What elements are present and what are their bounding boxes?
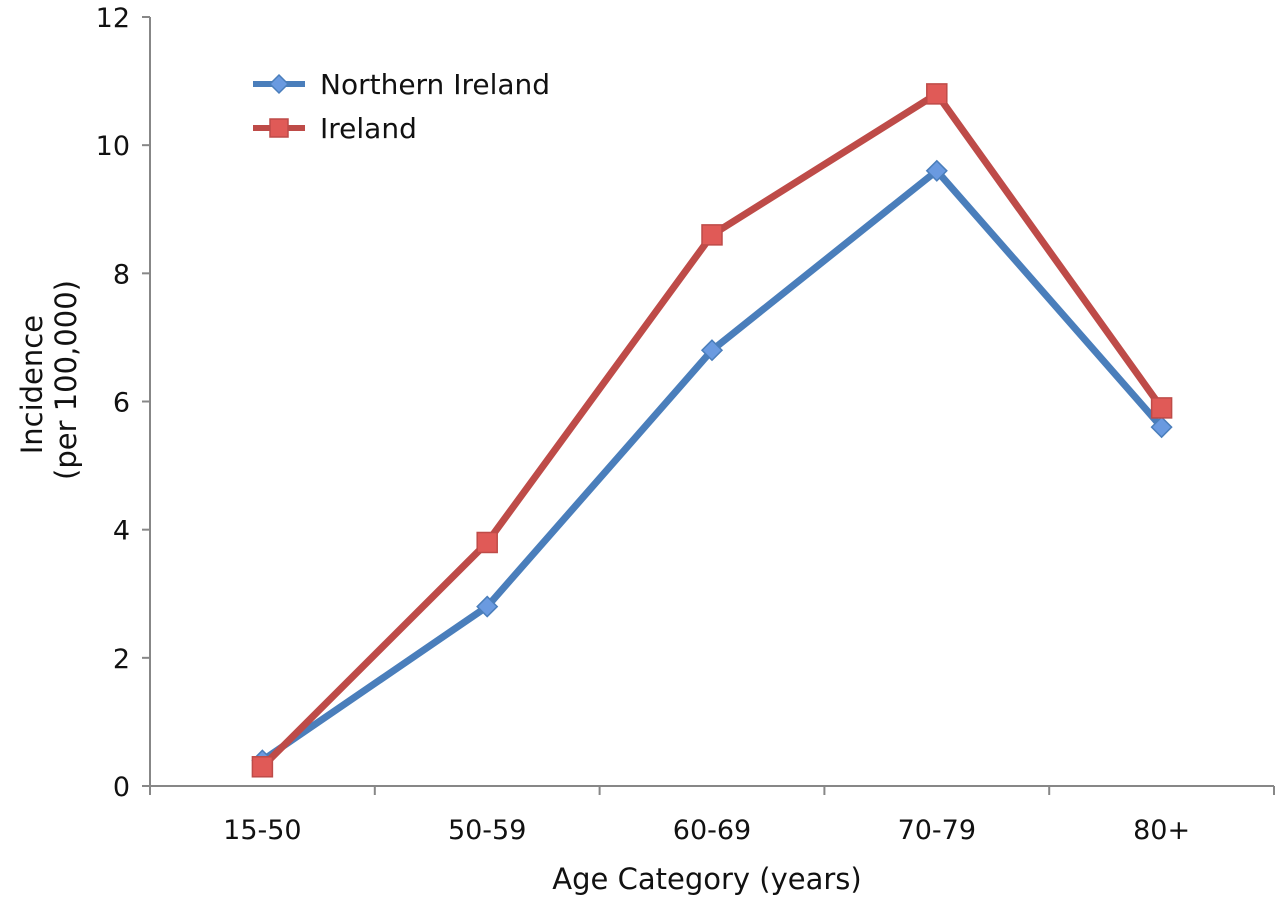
data-point-northern-ireland	[925, 159, 948, 182]
y-tick-label: 4	[113, 516, 130, 547]
series-ireland	[251, 83, 1173, 778]
legend-label-northern-ireland: Northern Ireland	[320, 68, 550, 101]
x-axis-ticks: 15-50 50-59 60-69 70-79 80+	[149, 786, 1275, 846]
data-point-ireland	[926, 83, 948, 105]
data-point-northern-ireland	[1150, 416, 1173, 439]
y-tick-label: 12	[96, 3, 130, 34]
series-layer	[251, 83, 1173, 778]
data-point-ireland	[251, 756, 274, 778]
axes	[149, 17, 1274, 787]
legend-label-ireland: Ireland	[320, 112, 417, 145]
legend-item-ireland: Ireland	[253, 112, 417, 145]
y-tick-label: 10	[96, 131, 130, 162]
y-axis-title-line-2: (per 100,000)	[49, 280, 83, 480]
y-tick-label: 8	[113, 259, 130, 290]
legend-marker-ireland	[269, 118, 289, 138]
data-point-ireland	[476, 531, 498, 554]
data-point-northern-ireland	[700, 339, 724, 362]
y-tick-label: 6	[113, 388, 130, 419]
y-axis-ticks: 0 2 4 6 8 10 12	[96, 3, 150, 803]
x-axis-title: Age Category (years)	[552, 862, 861, 896]
data-point-northern-ireland	[476, 595, 499, 618]
y-axis-title-line-1: Incidence	[15, 315, 49, 454]
legend-item-northern-ireland: Northern Ireland	[253, 68, 550, 101]
y-tick-label: 0	[113, 772, 130, 803]
data-point-ireland	[1150, 397, 1173, 419]
y-tick-label: 2	[113, 644, 130, 675]
y-axis-title: Incidence (per 100,000)	[15, 280, 83, 480]
x-tick-label: 15-50	[223, 815, 301, 846]
series-northern-ireland	[251, 159, 1173, 772]
x-tick-label: 60-69	[673, 815, 751, 846]
legend-marker-northern-ireland	[268, 73, 290, 95]
series-line-northern-ireland	[260, 167, 1165, 764]
x-tick-label: 70-79	[898, 815, 976, 846]
x-tick-label: 50-59	[448, 815, 526, 846]
legend: Northern Ireland Ireland	[253, 68, 550, 145]
data-point-ireland	[701, 224, 723, 246]
x-tick-label: 80+	[1133, 815, 1190, 846]
